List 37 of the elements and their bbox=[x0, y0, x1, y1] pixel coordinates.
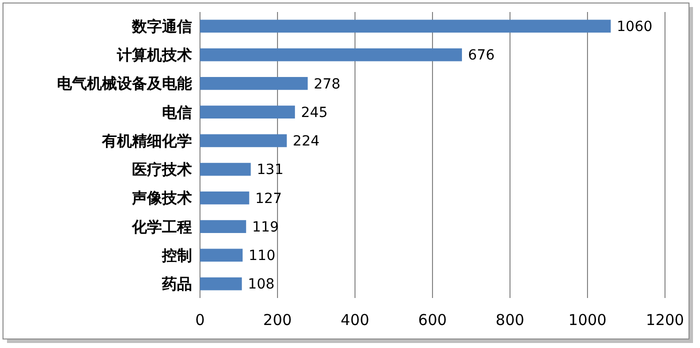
x-tick-label: 0 bbox=[195, 311, 205, 329]
data-label: 119 bbox=[252, 219, 279, 236]
bar bbox=[200, 192, 250, 204]
x-tick-label: 1000 bbox=[568, 311, 607, 329]
y-tick-label: 电信 bbox=[162, 103, 192, 122]
y-tick-label: 数字通信 bbox=[131, 17, 192, 36]
y-tick-label: 药品 bbox=[161, 275, 192, 294]
bar bbox=[200, 76, 308, 90]
data-label: 127 bbox=[255, 190, 282, 207]
y-tick-label: 电气机械设备及电能 bbox=[57, 74, 193, 93]
y-tick-label: 计算机技术 bbox=[116, 46, 192, 64]
y-tick-label: 医疗技术 bbox=[132, 160, 192, 179]
data-label: 245 bbox=[300, 104, 328, 121]
bar bbox=[200, 220, 246, 234]
bar bbox=[200, 106, 295, 118]
data-label: 110 bbox=[248, 248, 276, 264]
bar bbox=[200, 162, 251, 176]
bar bbox=[200, 248, 243, 262]
data-label: 131 bbox=[256, 162, 284, 178]
x-tick-label: 200 bbox=[263, 311, 292, 329]
y-tick-label: 控制 bbox=[161, 246, 192, 264]
bar bbox=[200, 20, 611, 33]
bar bbox=[200, 277, 242, 290]
x-tick-label: 600 bbox=[418, 311, 447, 329]
data-label: 1060 bbox=[616, 19, 652, 36]
x-tick-label: 1200 bbox=[646, 311, 684, 329]
data-label: 108 bbox=[248, 276, 275, 293]
y-tick-label: 有机精细化学 bbox=[101, 132, 192, 150]
bar bbox=[200, 134, 287, 148]
x-tick-label: 800 bbox=[496, 311, 524, 329]
x-tick-label: 400 bbox=[340, 311, 370, 329]
y-tick-label: 声像技术 bbox=[131, 189, 192, 208]
y-tick-label: 化学工程 bbox=[131, 218, 192, 236]
data-label: 676 bbox=[468, 48, 495, 64]
bar bbox=[200, 48, 462, 62]
data-label: 224 bbox=[292, 134, 320, 150]
data-label: 278 bbox=[314, 76, 340, 92]
